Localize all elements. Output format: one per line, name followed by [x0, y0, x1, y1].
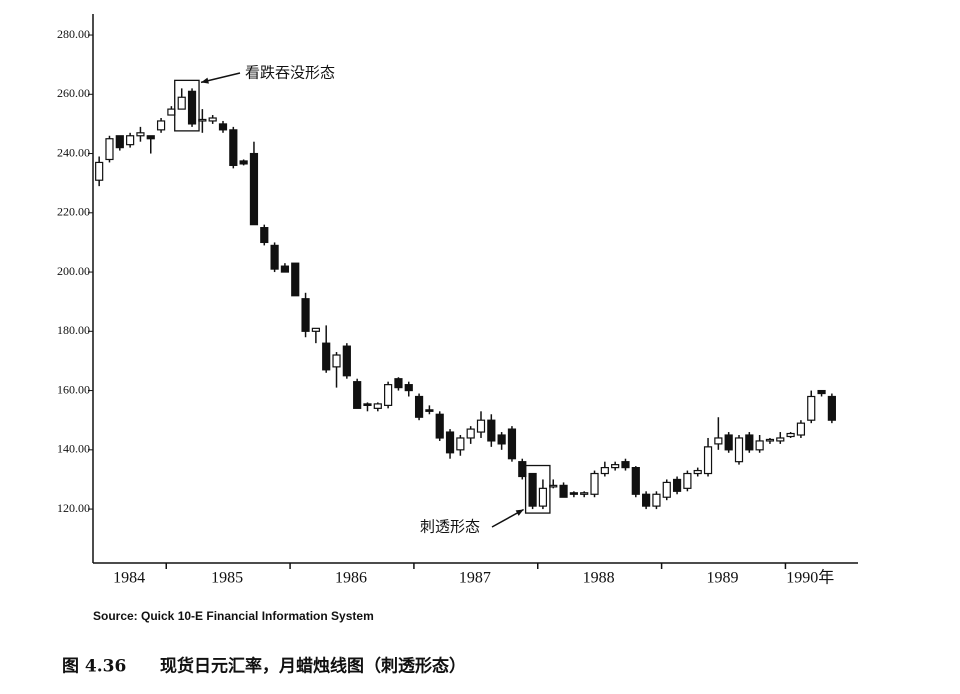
x-tick-label: 1986 — [335, 570, 367, 587]
candle-body — [487, 419, 496, 442]
candle-body — [291, 262, 300, 297]
candle-body — [249, 152, 259, 226]
candle-body — [745, 434, 754, 451]
y-tick-label: 140.00 — [57, 442, 90, 456]
candle-body — [817, 389, 826, 395]
candle-body — [187, 90, 197, 125]
candle-body — [146, 135, 155, 140]
candle-body — [353, 381, 362, 409]
candle-body — [260, 227, 269, 244]
candle-body — [776, 437, 785, 442]
y-tick-label: 240.00 — [57, 145, 90, 159]
annotation-box — [524, 464, 551, 514]
annotation-label: 看跌吞没形态 — [245, 64, 335, 82]
candle-body — [105, 138, 114, 161]
candle-body — [384, 384, 393, 406]
y-tick-label: 280.00 — [57, 27, 90, 41]
candle-body — [528, 472, 537, 507]
caption: 现货日元汇率，月蜡烛线图（刺透形态） — [160, 656, 466, 677]
x-tick-label: 1984 — [113, 570, 145, 587]
candle-body — [425, 409, 434, 412]
figure-number: 图 4.36 — [62, 657, 126, 677]
candle-body — [662, 481, 671, 498]
y-tick-label: 260.00 — [57, 86, 90, 100]
candle-body — [631, 466, 640, 495]
candle-body — [239, 160, 248, 165]
candle-body — [229, 129, 238, 166]
candle-body — [683, 472, 692, 489]
x-tick-label: 1989 — [707, 570, 739, 587]
candle-body — [796, 422, 806, 436]
arrow-head — [201, 77, 209, 84]
candle-body — [270, 244, 279, 270]
candle-body — [590, 472, 599, 495]
x-tick-label: 1988 — [583, 570, 615, 587]
candle-body — [445, 431, 455, 454]
candle-body — [600, 466, 609, 475]
candle-body — [435, 413, 444, 439]
candle-body — [714, 437, 723, 445]
candle-body — [497, 434, 506, 445]
candle-body — [703, 446, 713, 475]
candle-body — [642, 493, 651, 507]
candle-body — [177, 96, 186, 110]
candle-body — [115, 135, 124, 149]
candle-body — [394, 378, 403, 389]
candle-body — [332, 354, 341, 368]
candle-body — [755, 440, 764, 451]
candle-body — [156, 120, 166, 131]
candle-body — [476, 419, 486, 433]
candle-body — [807, 395, 816, 421]
candle-body — [311, 327, 320, 332]
candle-body — [507, 428, 517, 460]
candle-body — [559, 484, 568, 498]
candle-body — [167, 108, 176, 116]
candle-body — [363, 403, 372, 406]
annotation-box — [174, 79, 200, 132]
candle-body — [198, 118, 207, 122]
candle-body — [136, 132, 145, 137]
y-tick-label: 200.00 — [57, 264, 90, 278]
candle-body — [569, 492, 578, 495]
arrow-head — [515, 509, 524, 516]
candle-body — [611, 464, 620, 469]
candle-body — [693, 469, 702, 475]
candle-body — [95, 161, 104, 181]
y-tick-label: 180.00 — [57, 323, 90, 337]
candle-body — [518, 461, 527, 478]
candle-body — [652, 493, 661, 507]
candle-body — [456, 437, 465, 451]
candle-body — [621, 461, 630, 469]
candle-body — [126, 135, 135, 146]
candle-body — [765, 438, 775, 442]
candle-body — [342, 345, 351, 377]
candle-body — [218, 123, 228, 131]
x-tick-label: 1990年 — [786, 569, 834, 587]
candle-body — [373, 403, 382, 409]
source: Source: Quick 10-E Financial Information… — [93, 609, 374, 623]
candle-body — [404, 384, 413, 392]
y-tick-label: 160.00 — [57, 382, 90, 396]
candle-body — [672, 478, 682, 492]
candle-body — [538, 487, 548, 507]
candle-body — [414, 395, 424, 418]
annotation-label: 刺透形态 — [420, 518, 480, 536]
candle-body — [466, 428, 475, 439]
y-tick-label: 220.00 — [57, 205, 90, 219]
candle-body — [280, 265, 290, 273]
candle-body — [301, 298, 310, 332]
candle-body — [322, 342, 331, 371]
x-tick-label: 1987 — [459, 570, 491, 587]
x-tick-label: 1985 — [211, 570, 243, 587]
y-tick-label: 120.00 — [57, 501, 90, 515]
candle-body — [549, 484, 558, 488]
candle-body — [786, 432, 795, 438]
candle-body — [208, 117, 217, 122]
candle-body — [827, 395, 836, 421]
candle-body — [724, 434, 733, 451]
candle-body — [734, 437, 744, 463]
candle-body — [580, 492, 589, 495]
